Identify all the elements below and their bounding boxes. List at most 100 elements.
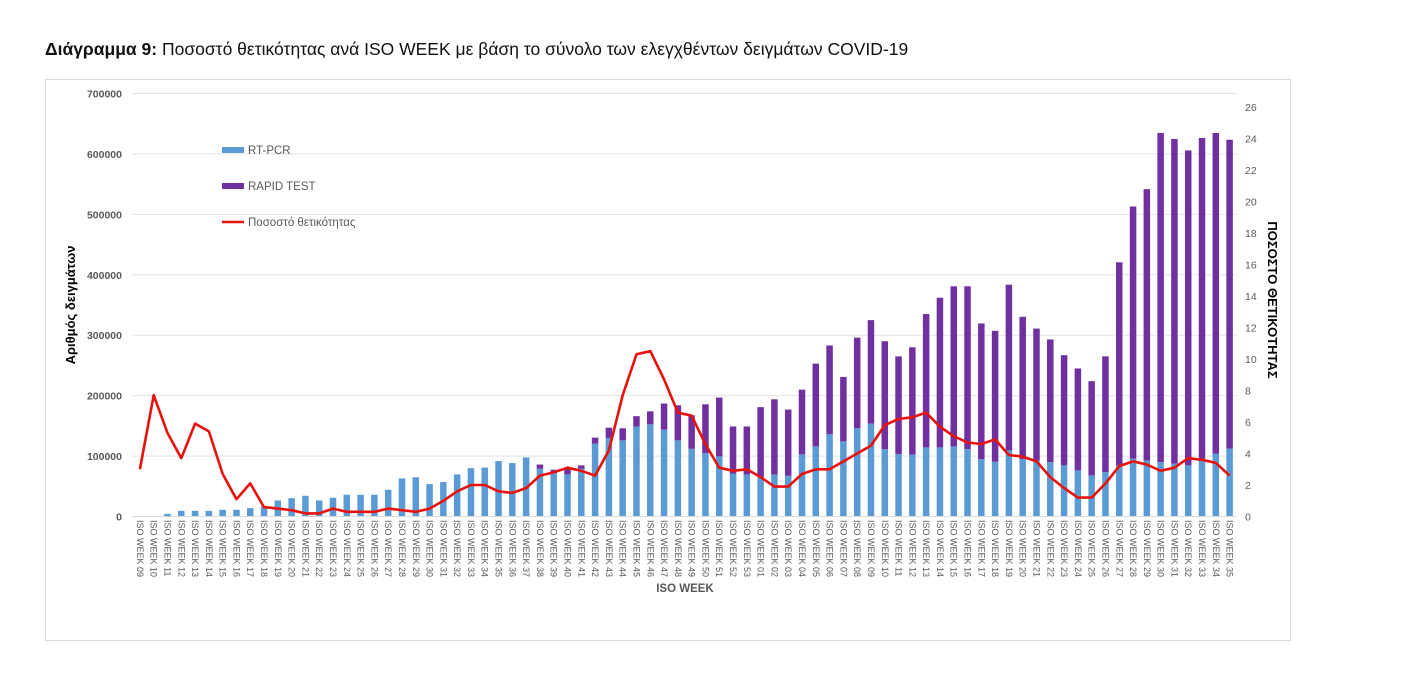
y2-tick-label: 10 (1245, 354, 1257, 366)
bar-rapid-test (922, 314, 930, 448)
bar-rt-pcr (633, 426, 640, 517)
x-tick-label: ISO WEEK 28 (1128, 520, 1138, 577)
legend-item-positivity[interactable]: Ποσοστό θετικότητας (222, 217, 356, 229)
bar-rt-pcr (412, 477, 420, 517)
x-tick-label: ISO WEEK 29 (1142, 520, 1152, 577)
y-tick-label: 200000 (87, 391, 122, 403)
bar-rapid-test (619, 428, 626, 441)
legend-swatch-rapid-test (222, 183, 244, 189)
x-tick-label: ISO WEEK 14 (935, 520, 945, 577)
legend-item-rt-pcr[interactable]: RT-PCR (222, 145, 291, 157)
x-tick-label: ISO WEEK 10 (149, 520, 159, 577)
x-tick-label: ISO WEEK 52 (728, 520, 738, 577)
bar-rapid-test (647, 411, 654, 425)
bar-rapid-test (1116, 262, 1123, 466)
caption-prefix: Διάγραμμα 9: (45, 39, 158, 59)
bar-rapid-test (1226, 139, 1233, 449)
y2-tick-label: 16 (1245, 260, 1257, 272)
bar-rt-pcr (1184, 465, 1192, 517)
bar-rapid-test (564, 467, 571, 475)
y-tick-label: 500000 (87, 209, 122, 221)
x-tick-label: ISO WEEK 15 (218, 520, 228, 577)
bar-rapid-test (978, 323, 985, 460)
x-tick-label: ISO WEEK 08 (852, 520, 862, 577)
bar-rt-pcr (771, 474, 778, 517)
bar-rapid-test (1019, 316, 1026, 460)
bar-rt-pcr (674, 440, 682, 517)
bar-rt-pcr (1198, 458, 1206, 517)
bar-rt-pcr (812, 446, 820, 517)
positivity-line (138, 349, 1231, 515)
x-tick-label: ISO WEEK 09 (866, 520, 876, 577)
x-tick-label: ISO WEEK 19 (1004, 520, 1014, 577)
bar-rapid-test (991, 330, 999, 462)
bar-rt-pcr (991, 461, 999, 517)
bar-rapid-test (715, 397, 723, 457)
x-tick-label: ISO WEEK 37 (521, 520, 531, 577)
bar-rt-pcr (729, 473, 737, 517)
bar-rt-pcr (1157, 462, 1164, 517)
bar-rt-pcr (757, 477, 764, 517)
x-tick-label: ISO WEEK 30 (1156, 520, 1166, 577)
bar-rt-pcr (895, 454, 902, 517)
bar-series (164, 132, 1233, 517)
y-tick-label: 600000 (87, 149, 122, 161)
x-tick-label: ISO WEEK 43 (604, 520, 614, 577)
x-tick-label: ISO WEEK 34 (480, 520, 490, 577)
bar-rt-pcr (495, 461, 502, 517)
bar-rapid-test (1047, 339, 1054, 463)
x-tick-label: ISO WEEK 03 (783, 520, 793, 577)
bar-rt-pcr (798, 454, 806, 517)
x-tick-label: ISO WEEK 33 (1197, 520, 1207, 577)
bar-rt-pcr (371, 494, 378, 517)
x-tick-label: ISO WEEK 38 (535, 520, 545, 577)
y2-tick-label: 4 (1245, 449, 1251, 461)
y-tick-label: 100000 (87, 451, 122, 463)
bar-rt-pcr (1171, 463, 1178, 517)
bar-rt-pcr (343, 494, 351, 517)
legend: RT-PCR RAPID TEST Ποσοστό θετικότητας (222, 145, 356, 229)
bar-rapid-test (867, 320, 875, 424)
y2-tick-label: 14 (1245, 291, 1257, 303)
x-tick-label: ISO WEEK 31 (438, 520, 448, 577)
x-tick-label: ISO WEEK 25 (1087, 520, 1097, 577)
bar-rt-pcr (260, 506, 268, 517)
bar-rapid-test (578, 465, 585, 469)
x-tick-label: ISO WEEK 11 (894, 520, 904, 576)
x-tick-label: ISO WEEK 27 (383, 520, 393, 577)
x-tick-label: ISO WEEK 18 (259, 520, 269, 577)
x-tick-label: ISO WEEK 49 (687, 520, 697, 577)
bar-rt-pcr (950, 446, 957, 517)
bar-rt-pcr (1074, 470, 1082, 517)
bar-rt-pcr (467, 468, 475, 517)
y2-tick-label: 6 (1245, 417, 1251, 429)
x-tick-label: ISO WEEK 09 (135, 520, 145, 577)
bar-rt-pcr (481, 467, 488, 517)
bar-rt-pcr (1019, 459, 1026, 517)
x-tick-label: ISO WEEK 41 (576, 520, 586, 577)
y2-tick-label: 20 (1245, 197, 1257, 209)
x-tick-label: ISO WEEK 35 (1225, 520, 1235, 577)
bar-rapid-test (1198, 138, 1206, 459)
x-tick-label: ISO WEEK 48 (673, 520, 683, 577)
bar-rt-pcr (315, 500, 323, 517)
x-tick-label: ISO WEEK 12 (907, 520, 917, 577)
bar-rapid-test (1129, 206, 1137, 459)
bar-rapid-test (936, 297, 944, 448)
legend-label-rt-pcr: RT-PCR (248, 145, 291, 157)
x-tick-label: ISO WEEK 06 (825, 520, 835, 577)
bar-rapid-test (757, 407, 764, 478)
x-tick-label: ISO WEEK 21 (300, 520, 310, 577)
x-tick-label: ISO WEEK 16 (232, 520, 242, 577)
bar-rapid-test (798, 389, 806, 455)
bar-rt-pcr (1047, 462, 1054, 517)
y2-tick-label: 18 (1245, 228, 1257, 240)
bar-rt-pcr (191, 510, 199, 517)
legend-item-rapid-test[interactable]: RAPID TEST (222, 181, 316, 193)
bar-rt-pcr (536, 468, 544, 517)
x-tick-label: ISO WEEK 20 (1018, 520, 1028, 577)
x-axis-title: ISO WEEK (656, 583, 714, 595)
x-tick-label: ISO WEEK 19 (273, 520, 283, 577)
bar-rt-pcr (1226, 448, 1233, 517)
